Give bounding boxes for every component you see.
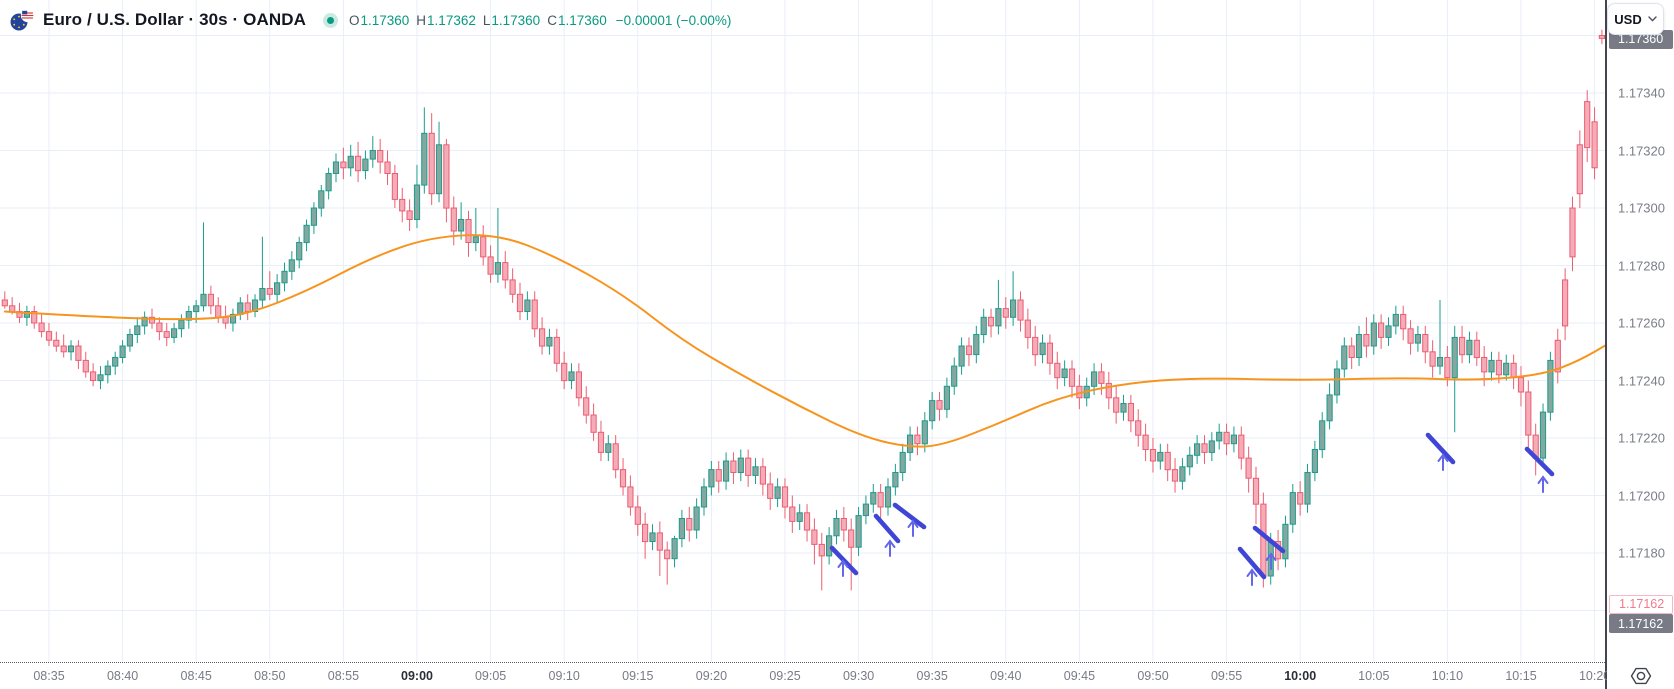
time-tick-label: 10:10 — [1431, 669, 1464, 683]
open-value: O1.17360 — [348, 12, 410, 28]
buy-arrow-annotation — [884, 539, 896, 557]
time-tick-label: 08:40 — [106, 669, 139, 683]
candlestick-chart[interactable] — [0, 0, 1611, 667]
low-price-label: 1.17162 — [1609, 594, 1673, 614]
time-tick-label: 09:05 — [474, 669, 507, 683]
close-value: C1.17360 — [547, 12, 607, 28]
time-tick-label: 09:35 — [916, 669, 948, 683]
symbol-title[interactable]: Euro / U.S. Dollar · 30s · OANDA — [43, 10, 306, 29]
low-value: L1.17360 — [482, 12, 541, 28]
trend-segment-annotation — [892, 502, 927, 530]
trend-segment-annotation — [1425, 432, 1456, 465]
time-tick-label: 09:40 — [990, 669, 1022, 683]
trend-segment-annotation — [873, 513, 901, 544]
trend-segment-annotation — [829, 545, 859, 576]
pane-settings-icon[interactable] — [1629, 665, 1653, 687]
chart-legend: Euro / U.S. Dollar · 30s · OANDA O1.1736… — [10, 7, 731, 33]
buy-arrow-annotation — [907, 519, 919, 537]
ohlc-values: O1.17360 H1.17362 L1.17360 C1.17360 −0.0… — [349, 13, 731, 28]
symbol-flags-icon — [10, 9, 34, 31]
hidden-price-label: 1.17162 — [1609, 614, 1673, 633]
axis-corner — [1607, 663, 1674, 689]
time-tick-label: 09:20 — [695, 669, 728, 683]
time-tick-label: 09:55 — [1210, 669, 1243, 683]
time-tick-label: 09:30 — [842, 669, 875, 683]
trend-segment-annotation — [1524, 446, 1555, 477]
time-tick-label: 08:55 — [327, 669, 360, 683]
price-tick-label: 1.17220 — [1618, 430, 1665, 446]
price-tick-label: 1.17260 — [1618, 315, 1665, 331]
market-status-icon[interactable] — [322, 12, 338, 28]
buy-arrow-annotation — [1246, 568, 1258, 586]
price-tick-label: 1.17300 — [1618, 200, 1665, 216]
high-value: H1.17362 — [416, 12, 476, 28]
price-tick-label: 1.17240 — [1618, 373, 1665, 388]
trend-segment-annotation — [1237, 546, 1267, 580]
price-tick-label: 1.17340 — [1618, 85, 1665, 101]
change-value: −0.00001 (−0.00%) — [615, 12, 732, 28]
time-tick-label: 09:50 — [1137, 669, 1169, 683]
price-tick-label: 1.17280 — [1618, 258, 1665, 273]
time-tick-label: 10:20 — [1578, 669, 1611, 683]
time-tick-label: 09:00 — [401, 669, 433, 683]
price-tick-label: 1.17200 — [1618, 488, 1665, 503]
time-tick-label: 08:50 — [254, 669, 286, 683]
time-tick-label: 10:05 — [1358, 669, 1390, 683]
time-tick-label: 08:35 — [33, 669, 65, 683]
moving-average-line — [3, 234, 1611, 448]
trend-segment-annotation — [1252, 525, 1286, 554]
buy-arrow-annotation — [1265, 552, 1277, 570]
chevron-down-icon — [1648, 16, 1657, 22]
time-tick-label: 08:45 — [180, 669, 212, 683]
buy-arrow-annotation — [837, 559, 849, 577]
price-tick-label: 1.17180 — [1618, 545, 1665, 561]
currency-selector-button[interactable]: USD — [1607, 3, 1664, 35]
price-tick-label: 1.17320 — [1618, 143, 1665, 158]
time-axis[interactable]: 08:35 08:40 08:45 08:50 08:55 09:00 09:05 09:10… — [0, 662, 1610, 689]
time-tick-label: 09:10 — [548, 669, 580, 683]
currency-label: USD — [1614, 11, 1642, 27]
time-tick-label: 09:45 — [1063, 669, 1096, 683]
buy-arrow-annotation — [1437, 453, 1449, 471]
time-tick-label: 10:00 — [1284, 669, 1317, 683]
buy-arrow-annotation — [1537, 475, 1549, 493]
time-tick-label: 09:25 — [769, 669, 801, 683]
time-tick-label: 09:15 — [622, 669, 654, 683]
time-tick-label: 10:15 — [1505, 669, 1537, 683]
chart-canvas[interactable] — [0, 0, 1611, 662]
price-axis[interactable]: 1.17340 1.17320 1.17300 1.17280 1.17260 1.172… — [1605, 0, 1674, 689]
